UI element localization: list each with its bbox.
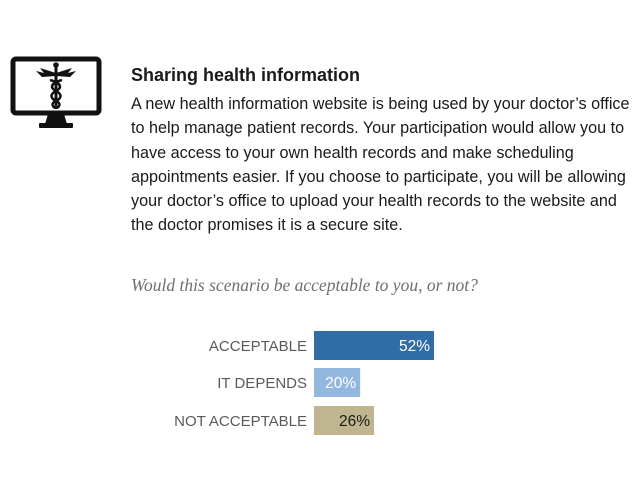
- caduceus-monitor-icon: [10, 56, 102, 128]
- category-label: ACCEPTABLE: [209, 338, 307, 355]
- value-label: 20%: [325, 375, 356, 392]
- bar-not-acceptable: [314, 406, 374, 435]
- card-title: Sharing health information: [131, 65, 361, 85]
- scenario-description: A new health information website is bein…: [131, 95, 630, 235]
- bar-it-depends: [314, 368, 361, 397]
- bar-acceptable: [314, 331, 434, 360]
- category-label: IT DEPENDS: [217, 375, 307, 392]
- survey-question: Would this scenario be acceptable to you…: [131, 275, 478, 295]
- value-label: 26%: [339, 413, 370, 430]
- category-label: NOT ACCEPTABLE: [174, 413, 307, 430]
- value-label: 52%: [399, 338, 430, 355]
- bar-chart: ACCEPTABLE 52% IT DEPENDS 20% NOT ACCEPTABLE…: [174, 331, 434, 435]
